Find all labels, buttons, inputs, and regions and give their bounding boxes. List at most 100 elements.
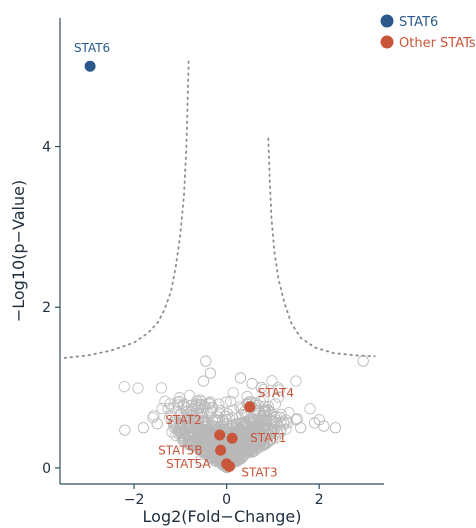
background-point bbox=[273, 384, 285, 396]
background-point bbox=[241, 444, 253, 456]
background-point bbox=[234, 372, 247, 384]
x-tick-label: −2 bbox=[124, 492, 145, 508]
background-point bbox=[256, 430, 268, 442]
background-point bbox=[258, 400, 270, 413]
x-tick-label: 2 bbox=[315, 492, 324, 508]
background-point bbox=[148, 410, 160, 422]
background-point bbox=[263, 429, 275, 441]
background-point bbox=[200, 355, 212, 367]
point-label-stat6: STAT6 bbox=[74, 41, 110, 55]
background-point bbox=[329, 422, 342, 434]
background-point bbox=[226, 411, 239, 424]
background-point bbox=[183, 389, 196, 401]
background-point bbox=[262, 423, 274, 436]
background-point bbox=[227, 419, 239, 431]
background-point bbox=[184, 438, 197, 450]
point-stat4 bbox=[244, 401, 256, 413]
point-label-stat5a: STAT5A bbox=[166, 457, 211, 471]
point-label-stat1: STAT1 bbox=[250, 431, 286, 445]
background-point bbox=[118, 381, 130, 393]
background-point bbox=[132, 382, 144, 394]
background-point bbox=[204, 398, 216, 410]
background-point bbox=[257, 384, 270, 396]
background-point bbox=[180, 402, 192, 414]
background-point bbox=[193, 401, 205, 413]
background-point bbox=[304, 403, 316, 415]
point-label-stat4: STAT4 bbox=[258, 386, 294, 400]
background-point bbox=[198, 445, 211, 458]
point-label-stat5b: STAT5B bbox=[158, 443, 203, 457]
background-point bbox=[188, 422, 200, 434]
threshold-curve-right bbox=[267, 137, 376, 358]
y-axis-label: −Log10(p−Value) bbox=[9, 180, 28, 322]
background-point bbox=[280, 423, 292, 435]
background-point bbox=[227, 404, 239, 416]
background-point bbox=[269, 398, 282, 410]
point-stat5b bbox=[215, 444, 227, 456]
legend-label-other-stats: Other STATs bbox=[399, 36, 476, 51]
point-stat1 bbox=[226, 432, 238, 444]
background-point bbox=[220, 418, 233, 430]
legend-swatch-stat6 bbox=[380, 14, 394, 28]
background-point bbox=[220, 396, 232, 408]
background-point bbox=[295, 422, 307, 434]
y-tick-label: 4 bbox=[42, 140, 51, 156]
y-tick-label: 0 bbox=[42, 461, 51, 477]
background-point bbox=[196, 398, 209, 411]
background-point bbox=[227, 387, 239, 399]
background-point bbox=[231, 452, 244, 465]
background-point bbox=[272, 391, 285, 403]
y-tick-label: 2 bbox=[42, 300, 51, 316]
axes-layer: 0 2 4 −2 0 2 Log2(Fold−Change) −Log10(p−Value) bbox=[9, 18, 384, 526]
background-point bbox=[180, 405, 192, 417]
background-point bbox=[192, 440, 204, 452]
background-point bbox=[237, 426, 250, 439]
background-point bbox=[197, 411, 209, 423]
background-point bbox=[198, 400, 211, 412]
background-point bbox=[155, 382, 168, 394]
legend: STAT6 Other STATs bbox=[380, 14, 476, 51]
background-point bbox=[245, 425, 257, 437]
background-point bbox=[200, 439, 213, 451]
background-point bbox=[164, 398, 176, 410]
threshold-curve-left bbox=[63, 57, 190, 359]
background-point bbox=[267, 416, 279, 428]
background-point bbox=[179, 412, 192, 425]
x-axis-label: Log2(Fold−Change) bbox=[143, 507, 302, 526]
background-point bbox=[174, 423, 186, 435]
background-point bbox=[151, 418, 163, 430]
background-point bbox=[266, 375, 278, 387]
point-label-stat3: STAT3 bbox=[241, 465, 277, 479]
background-point bbox=[197, 416, 210, 428]
background-point bbox=[246, 377, 258, 390]
legend-label-stat6: STAT6 bbox=[399, 15, 438, 30]
background-point bbox=[262, 404, 274, 416]
background-point bbox=[247, 442, 260, 455]
background-point bbox=[255, 381, 267, 394]
background-point bbox=[182, 422, 194, 434]
background-point bbox=[260, 425, 272, 438]
background-point bbox=[256, 421, 268, 434]
background-point bbox=[313, 414, 325, 426]
point-label-stat2: STAT2 bbox=[165, 413, 201, 427]
background-point bbox=[137, 422, 149, 434]
background-point bbox=[147, 412, 159, 424]
background-point bbox=[191, 422, 203, 434]
background-point bbox=[245, 418, 257, 430]
point-stat6 bbox=[84, 60, 96, 72]
background-point bbox=[172, 396, 184, 408]
threshold-curves-layer bbox=[63, 57, 376, 359]
background-point bbox=[119, 424, 131, 436]
background-point bbox=[197, 375, 210, 387]
background-points-layer bbox=[118, 355, 369, 474]
background-point bbox=[204, 367, 217, 379]
background-point bbox=[164, 411, 176, 423]
background-point bbox=[357, 355, 369, 367]
background-point bbox=[290, 375, 302, 387]
background-point bbox=[241, 390, 253, 403]
background-point bbox=[209, 414, 221, 426]
point-stat2 bbox=[214, 429, 226, 441]
background-point bbox=[207, 421, 219, 433]
background-point bbox=[269, 432, 281, 444]
